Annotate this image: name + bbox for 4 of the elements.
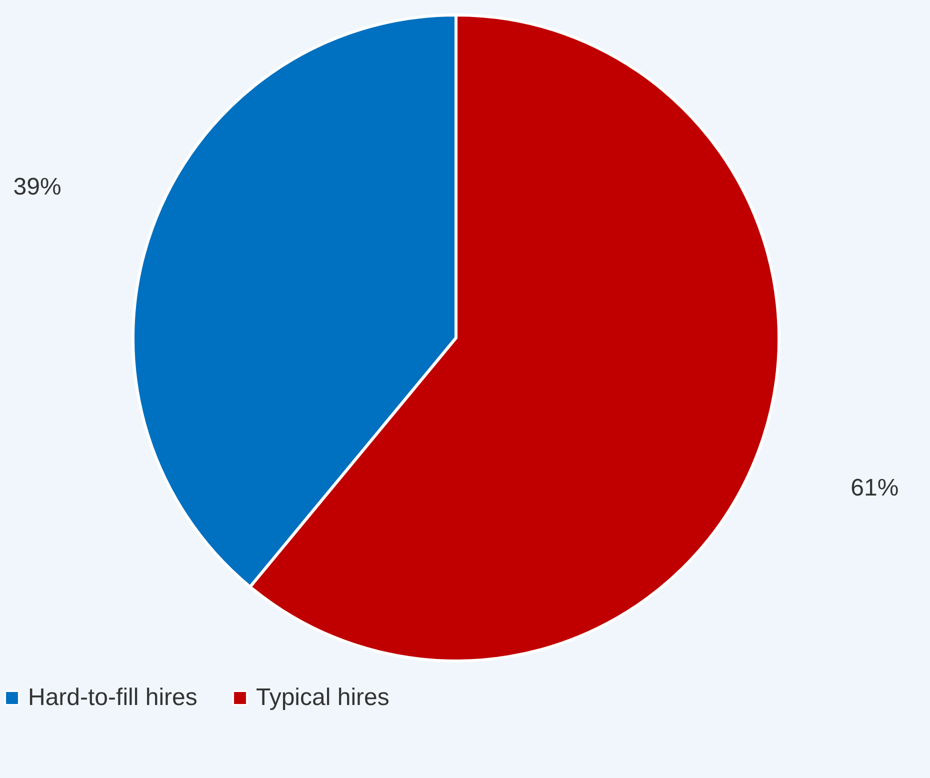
legend-label: Typical hires bbox=[256, 684, 390, 711]
data-label: 61% bbox=[850, 474, 899, 502]
legend-label: Hard-to-fill hires bbox=[28, 684, 198, 711]
data-label: 39% bbox=[13, 173, 62, 200]
